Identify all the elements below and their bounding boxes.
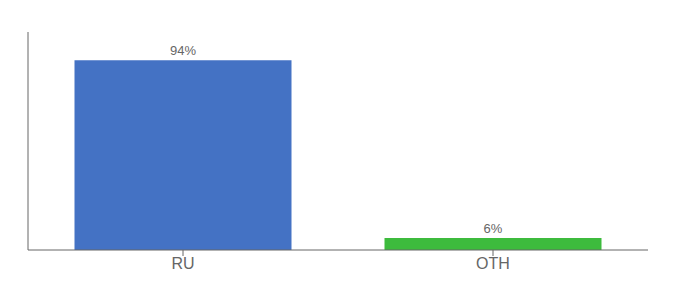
svg-text:RU: RU <box>171 255 194 272</box>
svg-text:94%: 94% <box>170 43 196 58</box>
svg-text:OTH: OTH <box>476 255 510 272</box>
svg-text:6%: 6% <box>484 221 503 236</box>
